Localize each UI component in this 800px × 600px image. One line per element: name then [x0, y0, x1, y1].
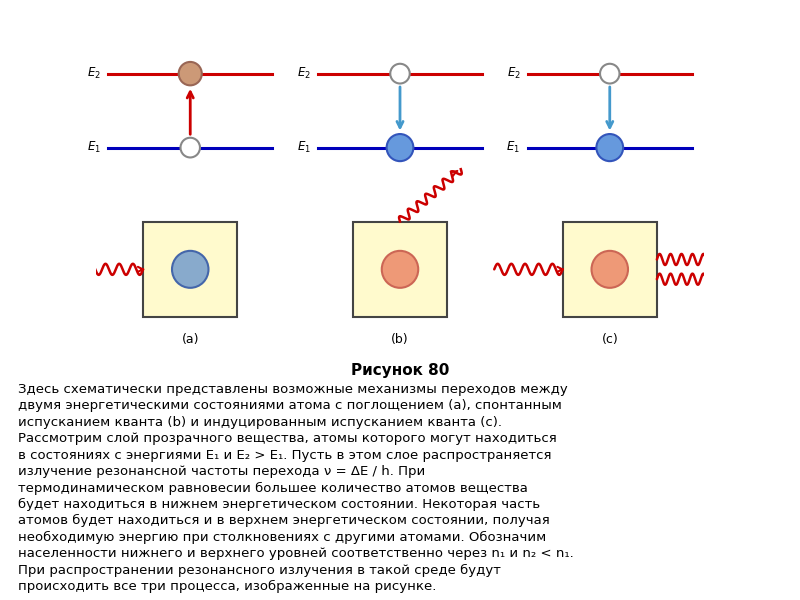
Text: будет находиться в нижнем энергетическом состоянии. Некоторая часть: будет находиться в нижнем энергетическом… — [18, 498, 540, 511]
Circle shape — [178, 62, 202, 85]
Circle shape — [386, 134, 414, 161]
Circle shape — [390, 64, 410, 83]
Text: термодинамическом равновесии большее количество атомов вещества: термодинамическом равновесии большее кол… — [18, 481, 528, 494]
Text: атомов будет находиться и в верхнем энергетическом состоянии, получая: атомов будет находиться и в верхнем энер… — [18, 514, 550, 527]
Circle shape — [382, 251, 418, 288]
Text: $E_1$: $E_1$ — [87, 140, 101, 155]
Text: $E_2$: $E_2$ — [297, 66, 310, 81]
Text: $E_1$: $E_1$ — [297, 140, 310, 155]
Text: (b): (b) — [391, 334, 409, 346]
Circle shape — [591, 251, 628, 288]
Text: необходимую энергию при столкновениях с другими атомами. Обозначим: необходимую энергию при столкновениях с … — [18, 531, 546, 544]
Text: $E_2$: $E_2$ — [87, 66, 101, 81]
Text: происходить все три процесса, изображенные на рисунке.: происходить все три процесса, изображенн… — [18, 580, 436, 593]
Text: излучение резонансной частоты перехода ν = ΔE / h. При: излучение резонансной частоты перехода ν… — [18, 465, 426, 478]
Text: Здесь схематически представлены возможные механизмы переходов между: Здесь схематически представлены возможны… — [18, 383, 568, 396]
Circle shape — [172, 251, 209, 288]
Text: (a): (a) — [182, 334, 199, 346]
Text: населенности нижнего и верхнего уровней соответственно через n₁ и n₂ < n₁.: населенности нижнего и верхнего уровней … — [18, 547, 574, 560]
Text: двумя энергетическими состояниями атома с поглощением (a), спонтанным: двумя энергетическими состояниями атома … — [18, 400, 562, 412]
Text: (c): (c) — [602, 334, 618, 346]
Text: Рассмотрим слой прозрачного вещества, атомы которого могут находиться: Рассмотрим слой прозрачного вещества, ат… — [18, 432, 557, 445]
Circle shape — [181, 138, 200, 157]
Circle shape — [600, 64, 619, 83]
Text: испусканием кванта (b) и индуцированным испусканием кванта (c).: испусканием кванта (b) и индуцированным … — [18, 416, 502, 429]
Text: $E_1$: $E_1$ — [506, 140, 520, 155]
Circle shape — [596, 134, 623, 161]
Text: Рисунок 80: Рисунок 80 — [351, 363, 449, 378]
Text: в состояниях с энергиями E₁ и E₂ > E₁. Пусть в этом слое распространяется: в состояниях с энергиями E₁ и E₂ > E₁. П… — [18, 449, 551, 461]
Bar — [562, 221, 657, 317]
Bar — [143, 221, 238, 317]
Text: $E_2$: $E_2$ — [506, 66, 520, 81]
Bar — [353, 221, 447, 317]
Text: При распространении резонансного излучения в такой среде будут: При распространении резонансного излучен… — [18, 563, 501, 577]
